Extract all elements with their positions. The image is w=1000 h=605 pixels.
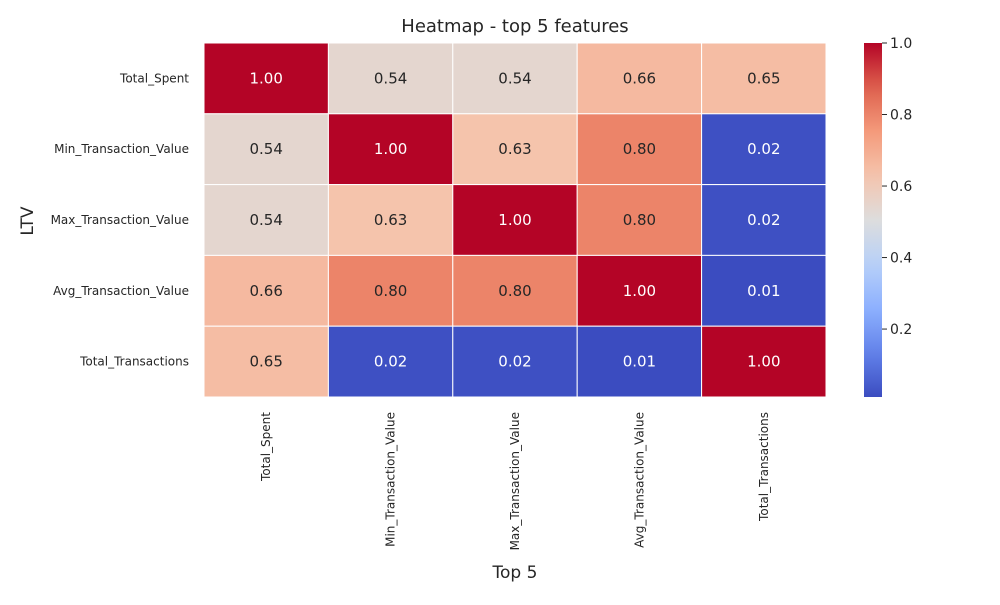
cell-value-label: 0.66 [249,282,282,300]
cell-value-label: 1.00 [623,282,656,300]
x-tick-label: Avg_Transaction_Value [632,412,646,548]
x-axis-label: Top 5 [492,563,538,583]
colorbar-tick-label: 0.6 [890,179,912,195]
colorbar-tick-label: 0.4 [890,251,912,267]
x-tick-label: Total_Transactions [757,412,771,522]
cell-value-label: 0.54 [249,211,282,229]
cell-value-label: 0.54 [498,69,531,87]
heatmap-cell [701,325,827,398]
y-tick-labels: Total_Spent Min_Transaction_Value Max_Tran… [51,71,190,368]
cell-value-label: 1.00 [249,69,282,87]
cell-value-label: 0.80 [498,282,531,300]
cell-value-label: 0.80 [623,211,656,229]
cell-value-label: 0.65 [747,69,780,87]
heatmap-cell [203,113,329,186]
heatmap-cell [452,325,578,398]
cell-value-label: 0.63 [498,140,531,158]
heatmap-cell [327,325,454,398]
cell-value-label: 0.01 [623,353,656,371]
heatmap-cell [701,184,827,256]
cell-value-label: 0.63 [374,211,407,229]
cell-value-label: 0.80 [623,140,656,158]
heatmap-cell [327,42,454,115]
heatmap-cell [701,113,827,186]
y-tick-label: Total_Transactions [79,355,189,369]
cell-value-label: 0.80 [374,282,407,300]
cell-value-label: 0.02 [747,140,780,158]
heatmap-cell [203,254,329,327]
x-tick-label: Max_Transaction_Value [508,412,522,550]
heatmap-cell [327,184,454,256]
y-axis-label: LTV [18,206,38,236]
heatmap-cell [576,254,703,327]
heatmap-cell [452,184,578,256]
cell-value-label: 1.00 [498,211,531,229]
cell-value-label: 0.02 [498,353,531,371]
x-tick-label: Min_Transaction_Value [384,412,398,547]
y-tick-label: Total_Spent [119,71,189,85]
heatmap-cell [203,42,329,115]
heatmap-cell [452,42,578,115]
cell-value-label: 0.66 [623,69,656,87]
colorbar-gradient [864,43,882,397]
cell-value-label: 0.02 [374,353,407,371]
colorbar-tick-label: 1.0 [890,36,912,52]
x-tick-label: Total_Spent [259,412,273,482]
colorbar-tick-label: 0.2 [890,322,912,338]
heatmap-cell [576,184,703,256]
chart-title: Heatmap - top 5 features [401,16,628,37]
heatmap-cell [327,254,454,327]
heatmap-cell [203,325,329,398]
heatmap-cell [576,42,703,115]
heatmap-cell [452,113,578,186]
heatmap-cell [701,42,827,115]
cell-value-label: 0.01 [747,282,780,300]
cell-value-label: 0.65 [249,353,282,371]
cell-value-label: 0.02 [747,211,780,229]
cell-value-label: 0.54 [374,69,407,87]
cell-value-label: 0.54 [249,140,282,158]
cell-value-label: 1.00 [374,140,407,158]
heatmap-cell [701,254,827,327]
heatmap-cells: 1.00 0.54 0.54 0.66 0.65 0.54 1.00 0.63 0.80 0.02… [203,42,827,398]
colorbar-tick-label: 0.8 [890,108,912,124]
y-tick-label: Min_Transaction_Value [54,142,189,156]
y-tick-label: Max_Transaction_Value [51,213,189,227]
heatmap-cell [452,254,578,327]
colorbar: 0.2 0.4 0.6 0.8 1.0 [864,36,912,397]
y-tick-label: Avg_Transaction_Value [53,284,189,298]
cell-value-label: 1.00 [747,353,780,371]
x-tick-labels: Total_Spent Min_Transaction_Value Max_Tran… [259,412,771,551]
